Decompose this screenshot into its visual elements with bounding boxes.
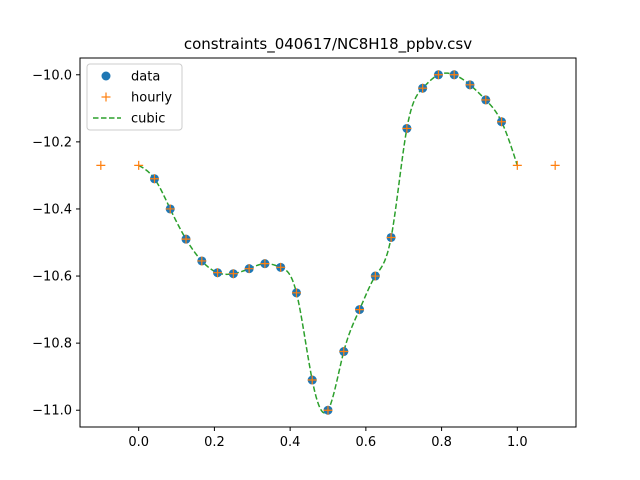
axes-frame (79, 57, 577, 428)
x-tick-label: 0.0 (128, 435, 149, 450)
hourly-point (449, 70, 459, 80)
hourly-point (181, 234, 191, 244)
y-tick-label: −10.4 (32, 202, 72, 217)
y-tick-label: −10.6 (32, 270, 72, 285)
x-tick-label: 0.6 (356, 435, 377, 450)
hourly-point (307, 375, 317, 385)
legend: data hourly cubic (86, 63, 183, 131)
hourly-point (433, 70, 443, 80)
legend-marker-data (101, 71, 111, 81)
hourly-point (402, 123, 412, 133)
hourly-point (165, 204, 175, 214)
hourly-point (213, 268, 223, 278)
hourly-point (260, 259, 270, 269)
hourly-point (276, 262, 286, 272)
x-tick-label: 0.8 (431, 435, 452, 450)
hourly-point (386, 232, 396, 242)
hourly-point (512, 160, 522, 170)
y-tick-label: −10.0 (32, 68, 72, 83)
hourly-point (291, 288, 301, 298)
hourly-point (134, 160, 144, 170)
hourly-point (323, 405, 333, 415)
y-tick-label: −10.8 (32, 337, 72, 352)
legend-label-cubic: cubic (131, 112, 165, 127)
chart-title: constraints_040617/NC8H18_ppbv.csv (184, 35, 472, 54)
hourly-point (244, 264, 254, 274)
hourly-point (465, 80, 475, 90)
hourly-point (149, 174, 159, 184)
x-tick-label: 0.4 (280, 435, 301, 450)
x-axis-ticks: 0.0 0.2 0.4 0.6 0.8 1.0 (128, 427, 528, 450)
y-axis-ticks: −11.0 −10.8 −10.6 −10.4 −10.2 −10.0 (32, 68, 80, 419)
x-tick-label: 0.2 (204, 435, 225, 450)
plot-series (96, 70, 560, 415)
hourly-point (96, 160, 106, 170)
hourly-point (197, 256, 207, 266)
y-tick-label: −11.0 (32, 404, 72, 419)
hourly-point (228, 269, 238, 279)
hourly-point (370, 271, 380, 281)
hourly-point (355, 305, 365, 315)
legend-marker-hourly (101, 92, 111, 102)
legend-box (86, 63, 183, 131)
legend-label-data: data (131, 70, 160, 85)
hourly-point (339, 347, 349, 357)
hourly-point (550, 160, 560, 170)
hourly-point (497, 117, 507, 127)
hourly-point (418, 83, 428, 93)
hourly-point (481, 95, 491, 105)
y-tick-label: −10.2 (32, 135, 72, 150)
x-tick-label: 1.0 (507, 435, 528, 450)
legend-label-hourly: hourly (131, 91, 172, 106)
